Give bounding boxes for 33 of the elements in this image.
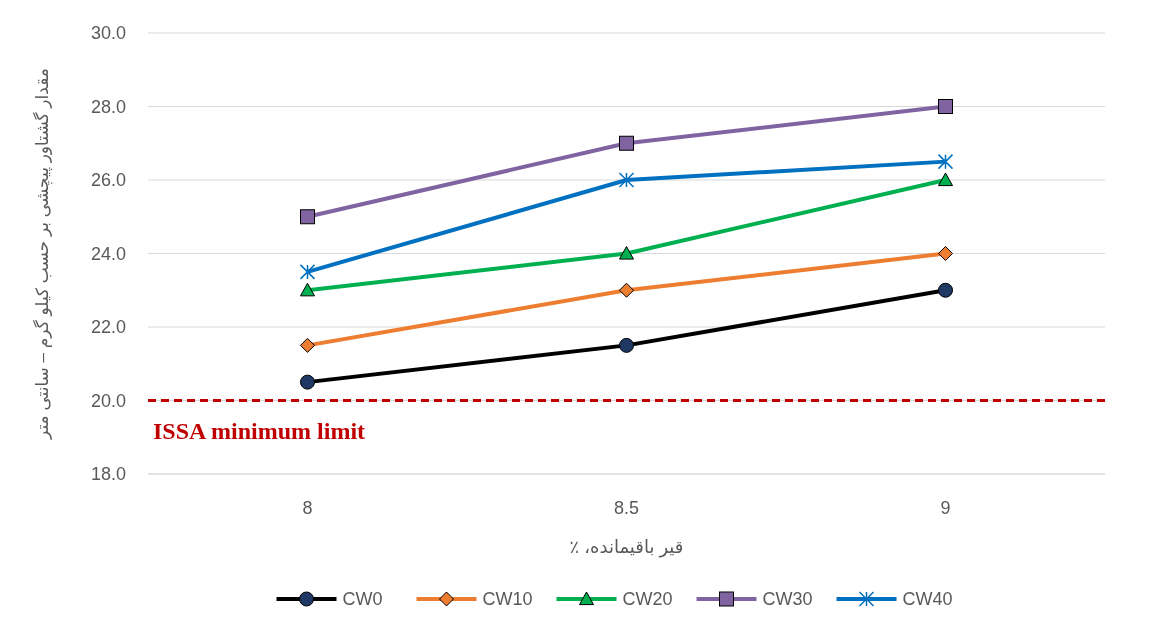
y-tick-label: 24.0: [90, 243, 126, 264]
point: [300, 209, 315, 225]
point: [938, 282, 953, 298]
point: [619, 337, 634, 353]
y-tick-label: 22.0: [90, 317, 126, 338]
point: [937, 153, 954, 170]
point: [299, 264, 316, 280]
legend-label: CW20: [622, 589, 673, 610]
point: [938, 246, 953, 261]
legend-label: CW0: [342, 589, 383, 610]
x-axis-title: قیر باقیمانده، ٪: [569, 537, 684, 558]
x-tick-label: 8: [302, 498, 313, 518]
point: [300, 337, 315, 353]
point: [619, 282, 634, 298]
y-axis-title: مقدار گشتاور پیچشی بر حسب کیلو گرم – سانتی متر: [32, 68, 53, 440]
legend-label: CW10: [482, 589, 533, 610]
point: [619, 135, 634, 151]
point: [300, 282, 315, 297]
x-tick-label: 9: [940, 498, 951, 518]
y-tick-label: 20.0: [90, 390, 126, 411]
x-tick-label: 8.5: [613, 498, 640, 518]
point: [619, 246, 634, 260]
legend-label: CW30: [762, 589, 813, 610]
y-tick-label: 28.0: [90, 96, 126, 117]
point: [938, 172, 953, 187]
point: [300, 374, 315, 390]
point: [938, 99, 953, 114]
legend-label: CW40: [902, 589, 953, 610]
ref-line-label: ISSA minimum limit: [153, 417, 366, 444]
y-tick-label: 18.0: [90, 464, 126, 485]
y-tick-label: 26.0: [90, 170, 126, 191]
y-tick-label: 30.0: [90, 23, 126, 44]
point: [618, 172, 635, 188]
